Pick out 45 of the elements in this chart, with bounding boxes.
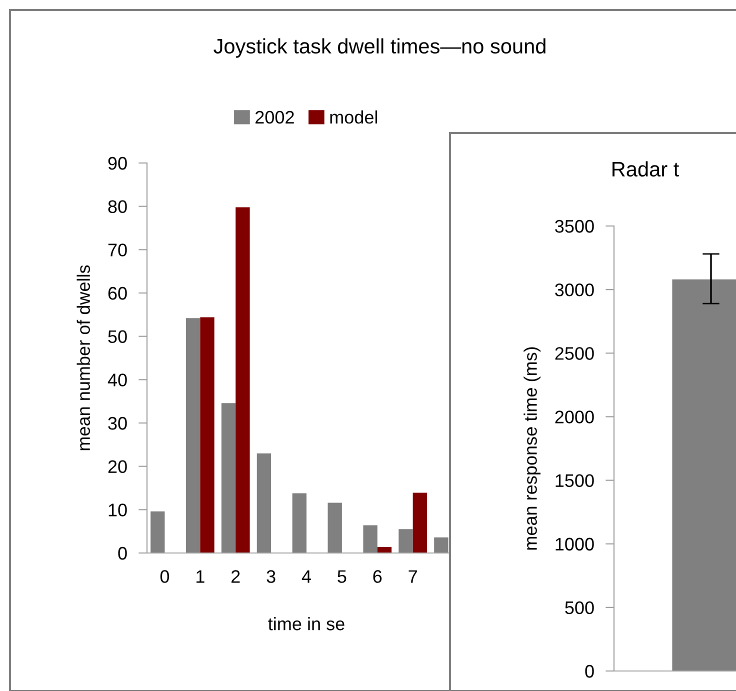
y-tick-label: 70 — [108, 244, 127, 256]
x-tick-label: 7 — [408, 570, 417, 583]
bar — [363, 525, 378, 553]
y-tick-label: 2500 — [555, 347, 594, 360]
x-tick-label: 2 — [232, 570, 240, 583]
legend-label: 2002 — [256, 110, 294, 124]
y-tick-label: 60 — [108, 286, 127, 300]
chart-title: Joystick task dwell times—no sound — [214, 38, 546, 58]
bar — [221, 403, 236, 553]
y-axis-title: mean number of dwells — [76, 265, 90, 450]
y-tick-label: 0 — [585, 664, 594, 678]
y-tick-label: 500 — [565, 601, 594, 614]
bar — [200, 317, 214, 553]
bar — [256, 453, 272, 553]
y-axis-title: mean response time (ms) — [524, 347, 541, 550]
bar — [328, 502, 342, 553]
x-tick-label: 6 — [373, 570, 382, 583]
y-tick-label: 3000 — [555, 284, 594, 296]
y-tick-label: 10 — [108, 504, 127, 516]
y-tick-label: 20 — [108, 460, 127, 474]
x-tick-label: 4 — [302, 570, 311, 583]
x-tick-label: 1 — [196, 570, 204, 583]
y-tick-label: 80 — [108, 200, 127, 214]
chart-title: Radar t — [612, 161, 680, 177]
bar — [398, 529, 413, 553]
y-tick-label: 2000 — [555, 410, 594, 424]
y-tick-label: 3500 — [555, 220, 594, 233]
y-tick-label: 90 — [108, 156, 127, 170]
y-tick-label: 1000 — [556, 538, 594, 551]
x-axis-title: time in se — [268, 617, 344, 630]
x-tick-label: 0 — [160, 570, 170, 583]
legend-label: model — [330, 110, 378, 124]
bar — [236, 207, 250, 553]
y-tick-label: 50 — [108, 330, 127, 344]
bar — [412, 492, 428, 553]
x-tick-label: 5 — [338, 570, 346, 583]
bar — [292, 493, 306, 553]
bar — [377, 546, 392, 553]
bar — [150, 511, 165, 553]
y-tick-label: 0 — [118, 546, 127, 560]
y-tick-label: 1500 — [556, 474, 594, 488]
x-tick-label: 3 — [266, 570, 276, 583]
y-tick-label: 40 — [108, 374, 127, 386]
y-tick-label: 30 — [108, 416, 127, 430]
bar — [186, 318, 200, 553]
